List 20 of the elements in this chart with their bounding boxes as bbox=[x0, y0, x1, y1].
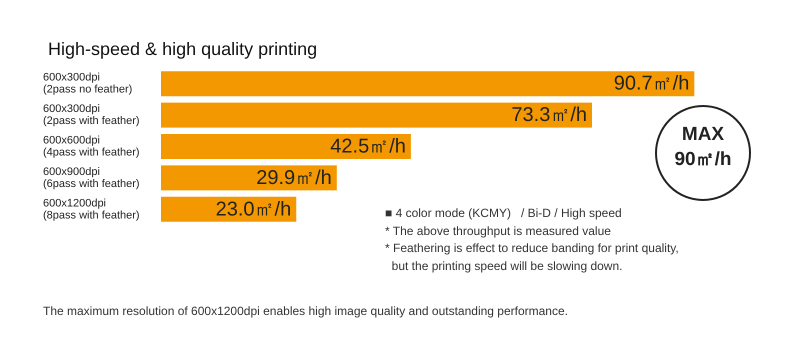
data-label: 23.0㎡/h bbox=[216, 198, 292, 220]
y-tick-label: 600x300dpi (2pass no feather) bbox=[43, 72, 132, 96]
data-label: 73.3㎡/h bbox=[511, 104, 588, 126]
bar bbox=[161, 165, 337, 190]
chart-title: High-speed & high quality printing bbox=[48, 39, 318, 59]
text: * Feathering is effect to reduce banding for print quality, but the printing speed will be slowing down. bbox=[385, 240, 679, 274]
y-tick-label: 600x300dpi (2pass with feather) bbox=[43, 103, 140, 128]
y-tick-label: 600x600dpi (4pass with feather) bbox=[43, 134, 140, 158]
text: The maximum resolution of 600x1200dpi enables high image quality and outstanding performance. bbox=[43, 304, 568, 318]
annotation: MAX 90㎡/h bbox=[673, 123, 733, 172]
data-label: 42.5㎡/h bbox=[330, 136, 406, 158]
bar bbox=[161, 71, 694, 96]
annotation: ■ 4 color mode (KCMY) / Bi-D / High speed bbox=[385, 205, 623, 222]
y-tick-label: 600x1200dpi (8pass with feather) bbox=[43, 197, 140, 222]
y-tick-label: 600x900dpi (6pass with feather) bbox=[43, 166, 140, 190]
data-label: 29.9㎡/h bbox=[256, 166, 332, 189]
data-label: 90.7㎡/h bbox=[614, 72, 690, 95]
annotation: * The above throughput is measured value bbox=[385, 222, 612, 240]
bar bbox=[161, 102, 592, 128]
bar bbox=[161, 134, 411, 159]
